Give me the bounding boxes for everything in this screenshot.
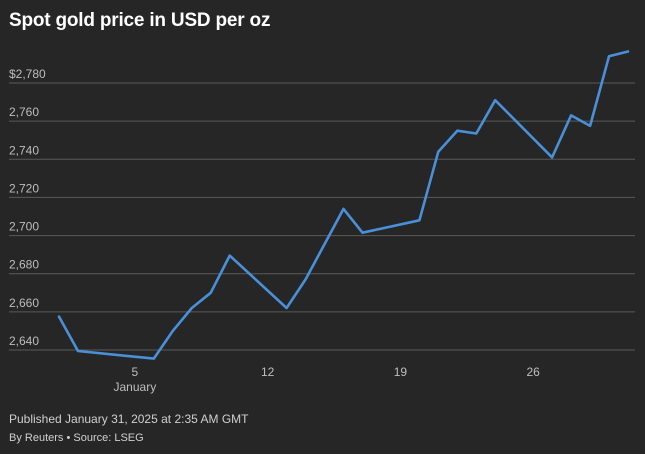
x-tick-label: 12 [261, 365, 275, 379]
grid-layer [9, 82, 635, 351]
x-tick-label: 19 [394, 365, 408, 379]
published-timestamp: Published January 31, 2025 at 2:35 AM GM… [9, 412, 249, 426]
x-tick-label: 5 [132, 365, 139, 379]
y-tick-label: 2,640 [9, 334, 39, 348]
source-byline: By Reuters • Source: LSEG [9, 432, 144, 444]
chart-title: Spot gold price in USD per oz [9, 10, 271, 31]
y-tick-label: 2,720 [9, 181, 39, 195]
y-axis-ticks: 2,640 2,660 2,680 2,700 2,720 2,740 2,760 $2,78… [9, 67, 46, 348]
line-chart: 2,640 2,660 2,680 2,700 2,720 2,740 2,760 $2,78… [9, 50, 635, 394]
y-tick-label: 2,680 [9, 258, 39, 272]
y-tick-label: 2,660 [9, 296, 39, 310]
x-tick-sublabel: January [114, 380, 157, 394]
series-layer [57, 50, 630, 360]
x-tick-label: 26 [526, 365, 540, 379]
y-tick-label: $2,780 [9, 67, 46, 81]
series-line [57, 50, 630, 360]
y-tick-label: 2,760 [9, 105, 39, 119]
y-tick-label: 2,700 [9, 220, 39, 234]
y-tick-label: 2,740 [9, 143, 39, 157]
